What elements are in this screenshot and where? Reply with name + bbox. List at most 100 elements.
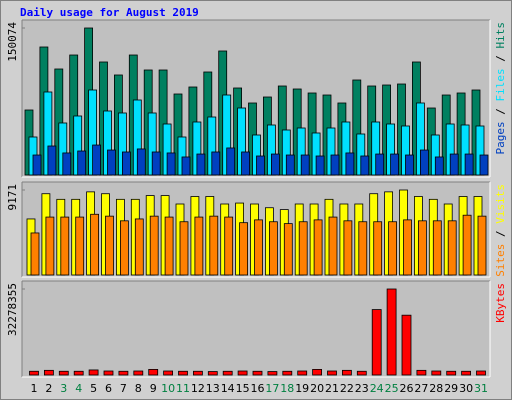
- bar: [345, 152, 355, 176]
- x-tick-label: 22: [340, 382, 354, 395]
- bar: [29, 370, 39, 376]
- x-tick-label: 5: [90, 382, 97, 395]
- bar: [181, 156, 191, 176]
- bar: [343, 220, 353, 276]
- bar: [237, 370, 248, 376]
- bar: [447, 220, 457, 276]
- legend-separator: /: [494, 102, 507, 122]
- bar: [416, 369, 427, 376]
- x-tick-label: 16: [251, 382, 265, 395]
- legend-separator: /: [494, 49, 507, 69]
- x-tick-label: 9: [150, 382, 157, 395]
- x-tick-label: 21: [325, 382, 339, 395]
- bar: [163, 370, 174, 376]
- bar: [73, 370, 84, 376]
- bar: [358, 221, 368, 276]
- bar: [328, 216, 338, 276]
- bar: [107, 149, 116, 176]
- x-tick-label: 14: [221, 382, 235, 395]
- x-tick-label: 17: [265, 382, 279, 395]
- y-tick-label: 150074: [6, 22, 19, 62]
- legend-entry: Visits: [494, 184, 507, 224]
- bar: [30, 232, 40, 276]
- x-tick-label: 30: [459, 382, 473, 395]
- bar: [313, 219, 323, 276]
- x-tick-label: 1: [31, 382, 38, 395]
- bar: [403, 219, 412, 276]
- bar: [461, 370, 472, 376]
- bar: [327, 370, 337, 376]
- bar: [148, 369, 159, 376]
- chart-title: Daily usage for August 2019: [20, 6, 199, 19]
- x-tick-label: 4: [75, 382, 82, 395]
- x-tick-label: 18: [280, 382, 294, 395]
- bar: [315, 155, 325, 176]
- bar: [419, 149, 429, 176]
- bar: [267, 371, 278, 376]
- bar: [149, 215, 159, 276]
- bar: [120, 220, 129, 276]
- x-tick-label: 26: [400, 382, 414, 395]
- bar: [371, 309, 382, 376]
- bar: [207, 371, 218, 376]
- bar: [60, 216, 70, 276]
- bar: [58, 370, 69, 376]
- bar: [300, 154, 310, 176]
- bar: [464, 153, 474, 176]
- y-tick-label: 9171: [6, 184, 19, 211]
- legend-entry: Sites: [494, 244, 507, 277]
- bar: [92, 144, 101, 176]
- bar: [285, 154, 295, 176]
- bar: [178, 370, 188, 376]
- bar: [386, 288, 397, 376]
- bar: [252, 370, 263, 376]
- legend-entry: Files: [494, 68, 507, 101]
- x-tick-label: 24: [370, 382, 384, 395]
- bar: [164, 216, 174, 276]
- bar: [283, 223, 293, 276]
- bar: [388, 221, 398, 276]
- bar: [179, 221, 189, 276]
- bar: [241, 151, 251, 176]
- bar: [479, 154, 489, 176]
- bar: [341, 369, 352, 376]
- bar: [77, 150, 87, 176]
- bar: [47, 145, 57, 176]
- x-tick-label: 28: [429, 382, 443, 395]
- bar: [449, 153, 459, 176]
- legend-entry: KBytes: [494, 283, 507, 323]
- bar: [194, 216, 204, 276]
- bar: [254, 219, 263, 276]
- bar: [134, 218, 144, 276]
- bar: [62, 152, 72, 176]
- legend: Pages / Files / Hits: [494, 22, 507, 155]
- x-tick-label: 2: [45, 382, 52, 395]
- x-tick-label: 29: [444, 382, 458, 395]
- bar: [360, 155, 370, 176]
- bar: [75, 216, 85, 276]
- legend-entry: Pages: [494, 121, 507, 154]
- bar: [192, 370, 203, 376]
- bar: [434, 156, 444, 176]
- bar: [297, 370, 308, 376]
- x-tick-label: 20: [310, 382, 324, 395]
- x-tick-label: 19: [295, 382, 309, 395]
- bar: [476, 370, 486, 376]
- x-tick-label: 15: [236, 382, 250, 395]
- bar: [373, 221, 383, 276]
- x-tick-label: 11: [176, 382, 190, 395]
- legend-entry: Hits: [494, 22, 507, 49]
- bar: [222, 370, 233, 376]
- panel: [22, 281, 490, 377]
- bar: [330, 154, 340, 176]
- bar: [401, 314, 412, 376]
- bar: [256, 155, 265, 176]
- bar: [312, 369, 323, 376]
- bar: [446, 370, 457, 376]
- x-tick-label: 3: [60, 382, 67, 395]
- x-tick-label: 13: [206, 382, 220, 395]
- bar: [270, 153, 280, 176]
- bar: [196, 153, 206, 176]
- bar: [166, 152, 176, 176]
